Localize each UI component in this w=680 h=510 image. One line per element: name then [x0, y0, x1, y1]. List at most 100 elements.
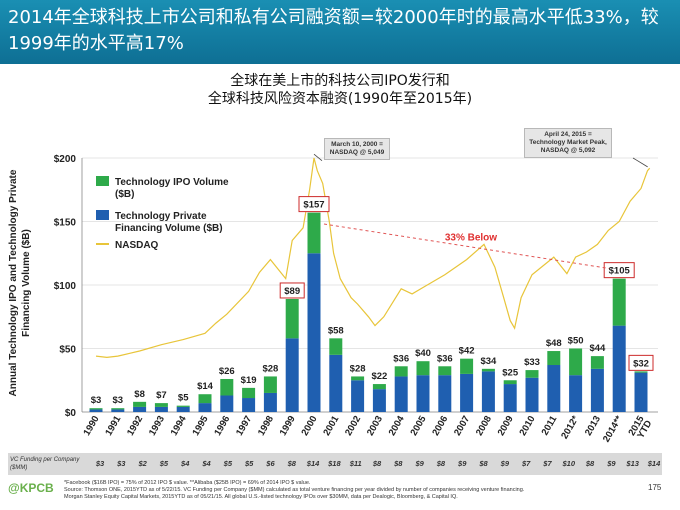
- bar-private-1996: [220, 395, 234, 412]
- total-label-2004: $36: [393, 353, 409, 364]
- legend-label-nasdaq: NASDAQ: [115, 240, 159, 251]
- total-label-1997: $19: [241, 375, 257, 386]
- x-tick-1998: 1998: [256, 414, 276, 438]
- bar-ipo-1997: [242, 387, 256, 399]
- x-tick-2003: 2003: [365, 414, 385, 438]
- bar-private-2003: [372, 389, 386, 412]
- total-box-2014**: [603, 262, 635, 279]
- total-label-1994: $5: [178, 393, 189, 404]
- vc-funding-value: $8: [479, 459, 488, 468]
- total-label-2005: $40: [415, 348, 431, 359]
- y-tick-label: $0: [65, 408, 77, 419]
- footnote: *Facebook ($16B IPO) = 75% of 2012 IPO $…: [64, 480, 624, 501]
- legend-label-ipo-1: Technology IPO Volume: [115, 177, 229, 188]
- bar-ipo-2012*: [569, 348, 583, 376]
- footnote-line2: Source: Thomson ONE, 2015YTD as of 5/22/…: [64, 487, 525, 493]
- bar-private-1993: [154, 406, 168, 412]
- x-tick-label: 2009: [496, 414, 516, 438]
- total-label-1993: $7: [156, 390, 167, 401]
- x-tick-label: 1995: [191, 413, 211, 437]
- total-label-2015 YTD: $32: [633, 358, 649, 369]
- vc-funding-value: $4: [202, 459, 211, 468]
- x-tick-label: 1996: [212, 414, 232, 438]
- bar-private-2006: [438, 375, 452, 412]
- bar-private-2005: [416, 375, 430, 412]
- bar-ipo-1998: [263, 376, 277, 393]
- bar-private-2010: [525, 377, 539, 412]
- legend-label-ipo-2: ($B): [115, 189, 134, 200]
- vc-funding-value: $14: [306, 459, 320, 468]
- x-tick-label: 1990: [82, 414, 102, 438]
- x-tick-2008: 2008: [474, 414, 494, 438]
- x-tick-label: 1991: [103, 413, 123, 437]
- y-tick-label: $150: [54, 218, 77, 229]
- chart-title-line1: 全球在美上市的科技公司IPO发行和: [230, 73, 450, 89]
- bar-ipo-2008: [481, 368, 495, 372]
- bar-private-2007: [460, 373, 474, 412]
- x-tick-label: 2003: [365, 414, 385, 438]
- bar-private-1995: [198, 403, 212, 412]
- bar-private-1998: [263, 392, 277, 412]
- vc-funding-value: $9: [415, 459, 424, 468]
- x-tick-1997: 1997: [234, 414, 254, 438]
- x-tick-label: 2013: [583, 414, 603, 438]
- bar-ipo-2015 YTD: [634, 371, 648, 373]
- total-box-1999: [279, 282, 305, 299]
- x-tick-1999: 1999: [278, 414, 298, 438]
- total-label-1991: $3: [113, 395, 124, 406]
- bar-private-2008: [481, 371, 495, 412]
- total-label-2009: $25: [502, 367, 519, 378]
- x-tick-2014**: 2014**: [601, 414, 625, 444]
- legend-swatch-private: [96, 210, 109, 220]
- header-banner: 2014年全球科技上市公司和私有公司融资额=较2000年时的最高水平低33%，较…: [0, 0, 680, 64]
- y-tick-label: $100: [54, 281, 77, 292]
- vc-funding-value: $13: [626, 459, 639, 468]
- vc-funding-value: $9: [458, 459, 467, 468]
- vc-funding-value: $8: [436, 459, 446, 468]
- x-tick-2002: 2002: [343, 414, 363, 438]
- x-tick-label: 2002: [343, 414, 363, 438]
- x-tick-label: 2004: [387, 413, 407, 437]
- vc-funding-value: $8: [394, 459, 403, 468]
- chart-title-line2: 全球科技风险资本融资(1990年至2015年): [207, 91, 473, 107]
- bar-private-2012*: [569, 375, 583, 412]
- x-tick-1990: 1990: [82, 414, 102, 438]
- legend-label-private-2: Financing Volume ($B): [115, 223, 223, 234]
- vc-funding-value: $6: [266, 459, 275, 468]
- callout-nasdaq-2015: April 24, 2015 = Technology Market Peak,…: [524, 128, 612, 158]
- footnote-line3: Morgan Stanley Equity Capital Markets, 2…: [64, 494, 458, 500]
- x-tick-2005: 2005: [409, 413, 429, 437]
- annotation-33-below: 33% Below: [445, 233, 497, 244]
- bar-ipo-2010: [525, 370, 539, 378]
- x-tick-1996: 1996: [212, 414, 232, 438]
- vc-funding-value: $8: [287, 459, 296, 468]
- total-label-2007: $42: [459, 346, 475, 357]
- bar-ipo-1991: [111, 408, 125, 410]
- x-tick-2010: 2010: [518, 414, 538, 438]
- x-tick-label: 2014**: [601, 414, 625, 444]
- below-dashed-line: [323, 223, 610, 269]
- vc-funding-value: $9: [500, 459, 510, 468]
- x-tick-2000: 2000: [300, 414, 320, 438]
- bar-private-1994: [176, 406, 190, 412]
- x-tick-label: 1994: [169, 413, 189, 437]
- x-tick-label: 1999: [278, 414, 298, 438]
- total-label-2002: $28: [350, 363, 366, 374]
- vc-funding-value: $3: [95, 459, 105, 468]
- bar-private-1999: [285, 338, 299, 412]
- vc-funding-value: $11: [349, 459, 362, 468]
- bar-ipo-2004: [394, 366, 408, 377]
- vc-funding-value: $5: [244, 459, 254, 468]
- footnote-line1: *Facebook ($16B IPO) = 75% of 2012 IPO $…: [64, 480, 311, 486]
- total-label-1995: $14: [197, 381, 214, 392]
- x-tick-label: 1998: [256, 414, 276, 438]
- total-label-2010: $33: [524, 357, 540, 368]
- vc-funding-value: $2: [138, 459, 147, 468]
- total-label-1998: $28: [262, 363, 278, 374]
- x-tick-2012*: 2012*: [559, 414, 581, 441]
- y-tick-label: $50: [59, 345, 76, 356]
- callout-arrow-2015: [632, 157, 648, 168]
- bar-private-2011: [547, 365, 561, 412]
- vc-funding-value: $3: [117, 459, 126, 468]
- vc-funding-value: $9: [607, 459, 616, 468]
